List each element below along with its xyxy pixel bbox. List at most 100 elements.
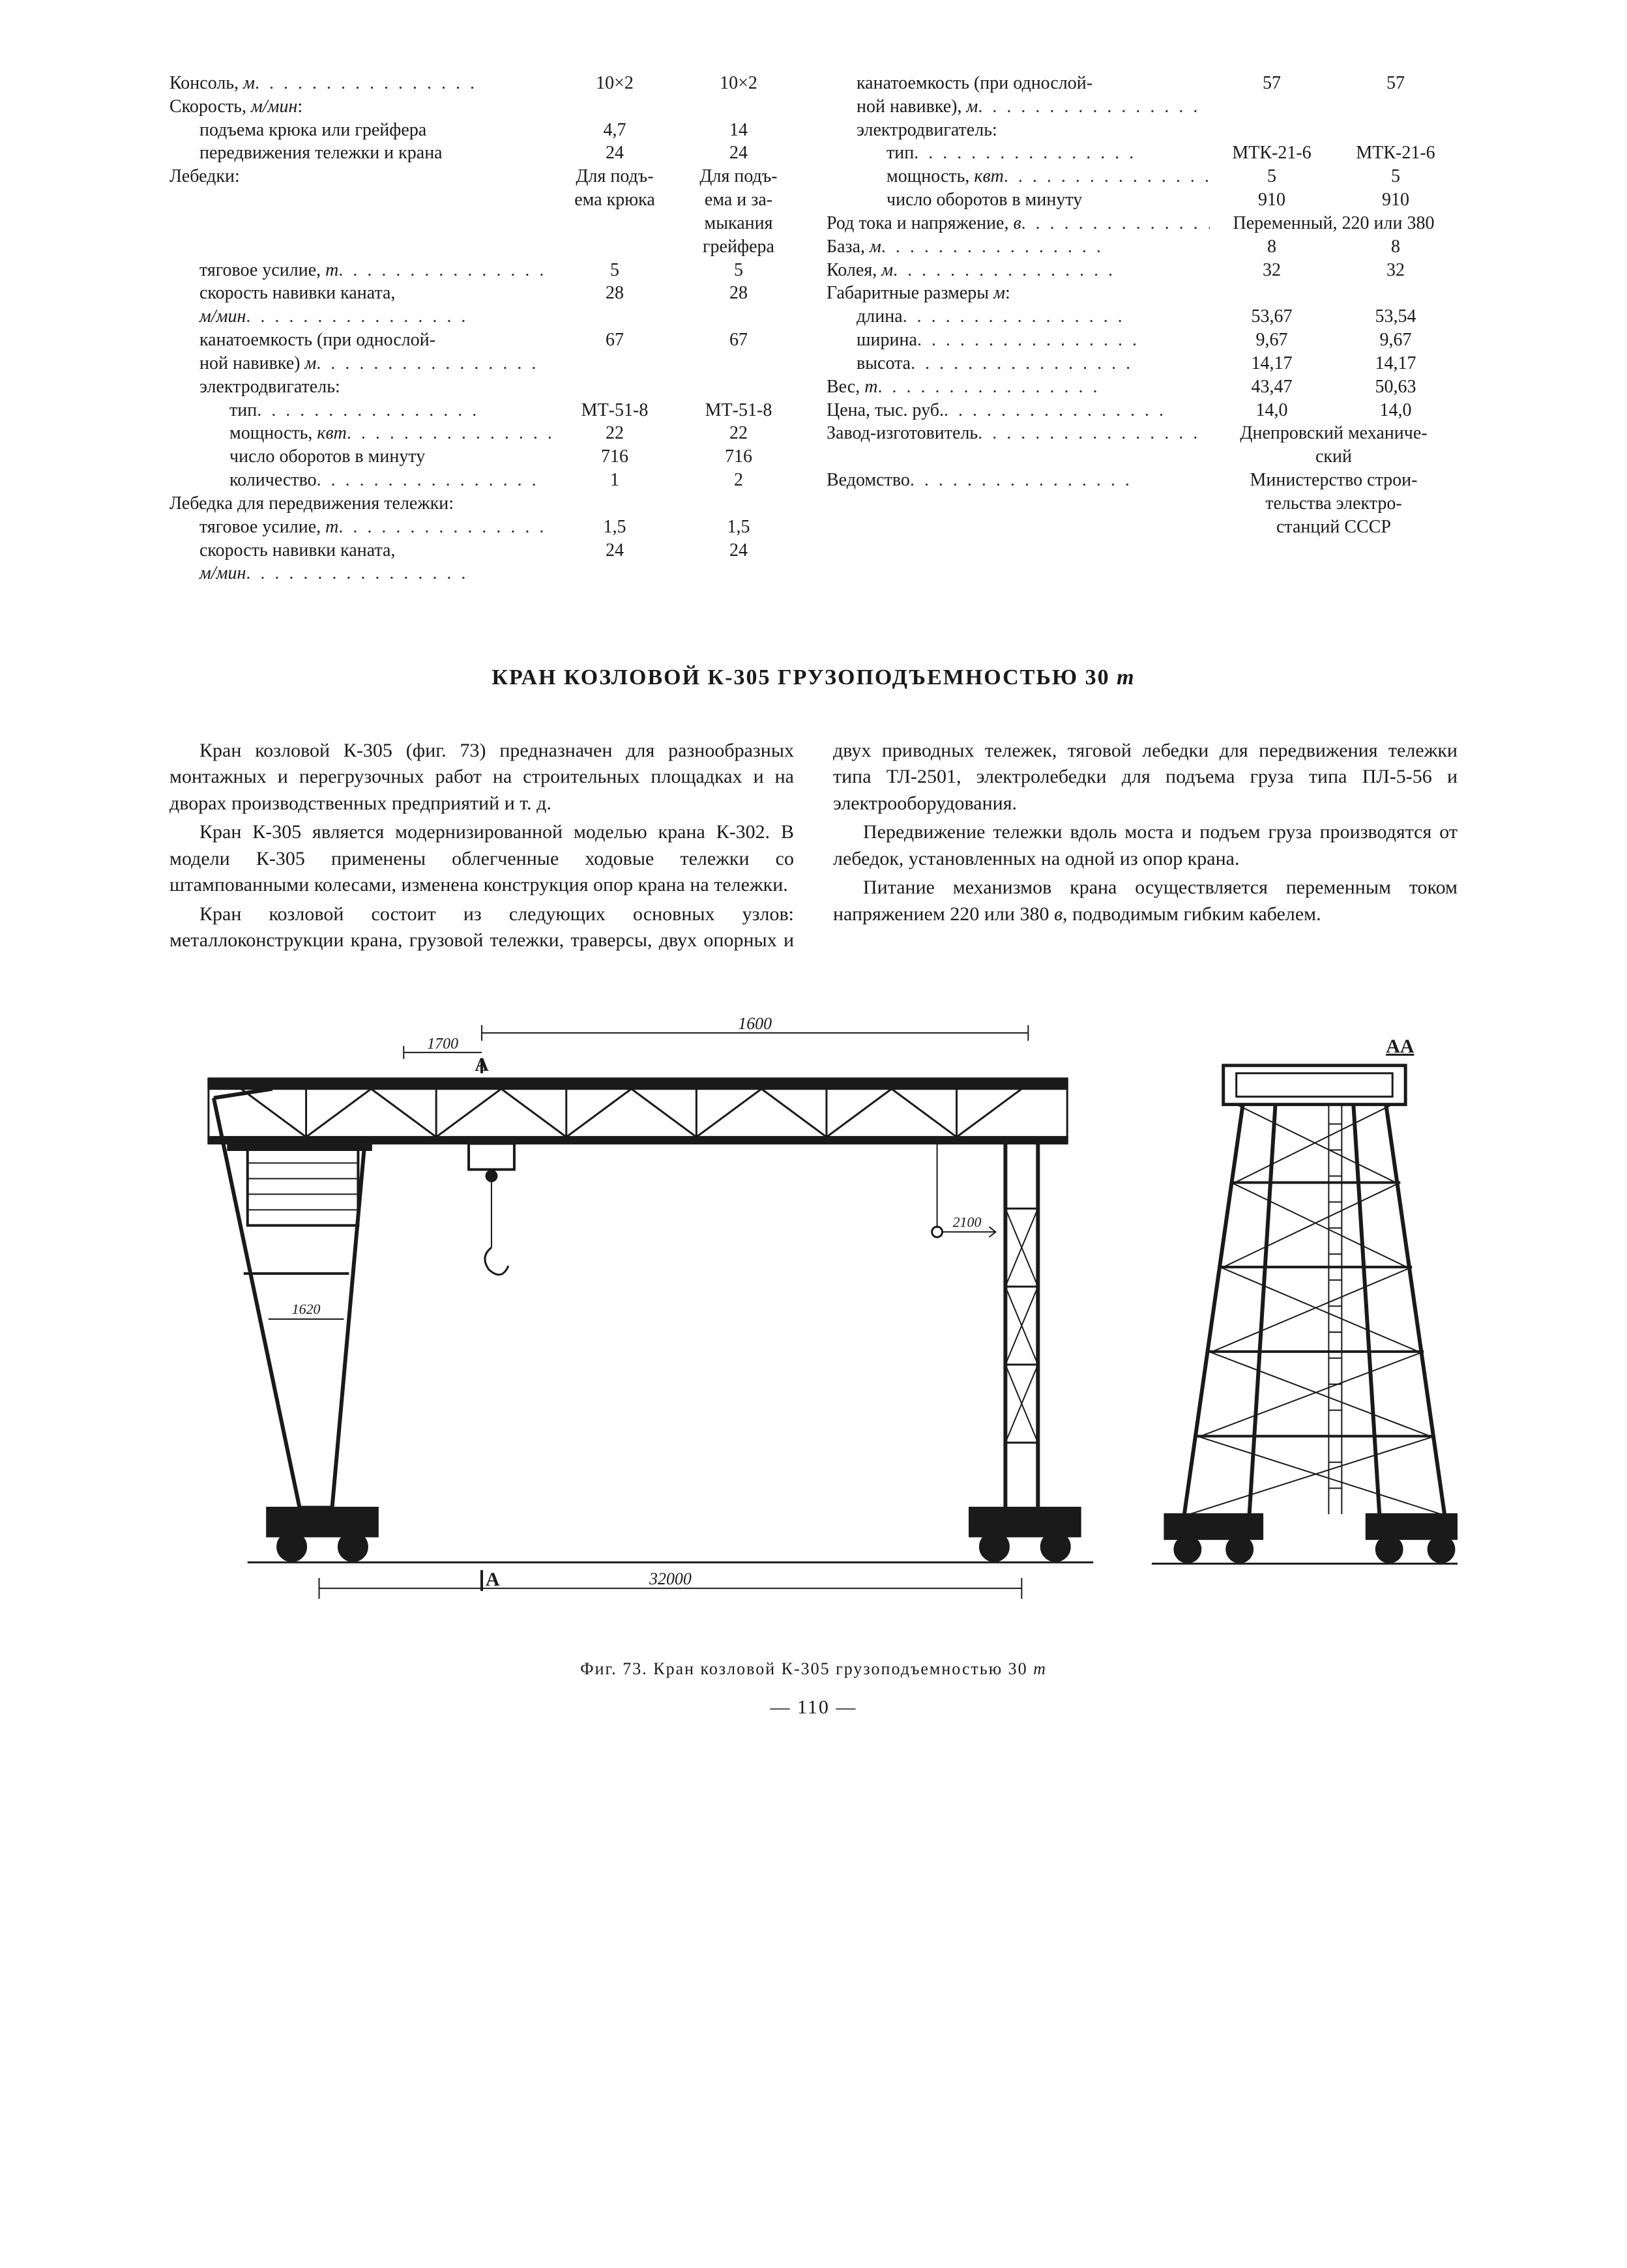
- spec-row: ВедомствоМинистерство строи-тельства эле…: [827, 469, 1458, 538]
- spec-value-2: 716: [677, 445, 800, 469]
- spec-row: электродвигатель:: [169, 375, 800, 399]
- spec-row: Лебедка для передвижения тележки:: [169, 492, 800, 516]
- spec-value-2: 10×2: [677, 72, 800, 95]
- spec-label: число оборотов в минуту: [169, 445, 553, 469]
- spec-label: Лебедки:: [169, 165, 553, 188]
- spec-value-1: 10×2: [553, 72, 677, 95]
- spec-row: передвижения тележки и крана2424: [169, 141, 800, 165]
- spec-row: типМТ-51-8МТ-51-8: [169, 399, 800, 422]
- page-number: — 110 —: [169, 1695, 1458, 1720]
- spec-label: канатоемкость (при однослой-ной навивке)…: [827, 72, 1210, 119]
- spec-label: Скорость, м/мин:: [169, 95, 553, 119]
- spec-value-2: 53,54: [1334, 305, 1458, 328]
- spec-value-1: 67: [553, 328, 677, 352]
- spec-row: тяговое усилие, т55: [169, 259, 800, 282]
- dim-32000: 32000: [649, 1569, 692, 1588]
- spec-value-2: 14,17: [1334, 352, 1458, 375]
- spec-row: электродвигатель:: [827, 119, 1458, 142]
- spec-row: Скорость, м/мин:: [169, 95, 800, 119]
- spec-table: Консоль, м10×210×2Скорость, м/мин:подъем…: [169, 72, 1458, 585]
- spec-value-2: 910: [1334, 188, 1458, 212]
- spec-value-1: Для подъ-ема крюка: [553, 165, 677, 212]
- spec-col-left: Консоль, м10×210×2Скорость, м/мин:подъем…: [169, 72, 800, 585]
- figure-73: 1600 1700 A: [169, 1013, 1458, 1679]
- spec-row: скорость навивки каната,м/мин2828: [169, 282, 800, 328]
- spec-value-1: 1,5: [553, 516, 677, 539]
- spec-value-1: 910: [1210, 188, 1334, 212]
- spec-row: количество12: [169, 469, 800, 492]
- spec-value-2: 57: [1334, 72, 1458, 95]
- spec-row: тяговое усилие, т1,51,5: [169, 516, 800, 539]
- spec-label: тип: [169, 399, 553, 422]
- body-paragraph: Питание механизмов крана осуществляется …: [833, 875, 1458, 927]
- spec-value-2: МТК-21-6: [1334, 141, 1458, 165]
- dim-1700: 1700: [427, 1036, 458, 1053]
- crane-side-view: 1600 1700 A: [209, 1014, 1093, 1599]
- spec-value: Министерство строи-тельства электро-стан…: [1210, 469, 1458, 538]
- spec-label: электродвигатель:: [827, 119, 1210, 142]
- spec-row: высота14,1714,17: [827, 352, 1458, 375]
- spec-value-2: 5: [677, 259, 800, 282]
- spec-value-1: 43,47: [1210, 375, 1334, 399]
- spec-value-2: 9,67: [1334, 328, 1458, 352]
- spec-value: Днепровский механиче-ский: [1210, 422, 1458, 469]
- spec-value-1: 8: [1210, 235, 1334, 259]
- spec-label: Цена, тыс. руб.: [827, 399, 1210, 422]
- spec-row: длина53,6753,54: [827, 305, 1458, 328]
- spec-row: Вес, т43,4750,63: [827, 375, 1458, 399]
- spec-value-2: 22: [677, 422, 800, 445]
- spec-label: подъема крюка или грейфера: [169, 119, 553, 142]
- spec-value-1: МТ-51-8: [553, 399, 677, 422]
- spec-label: скорость навивки каната,м/мин: [169, 282, 553, 328]
- spec-value-2: 24: [677, 539, 800, 562]
- spec-row: типМТК-21-6МТК-21-6: [827, 141, 1458, 165]
- spec-value-2: 14,0: [1334, 399, 1458, 422]
- spec-row: База, м88: [827, 235, 1458, 259]
- spec-label: длина: [827, 305, 1210, 328]
- spec-row: ширина9,679,67: [827, 328, 1458, 352]
- spec-label: Габаритные размеры м:: [827, 282, 1210, 305]
- section-title: КРАН КОЗЛОВОЙ К-305 ГРУЗОПОДЪЕМНОСТЬЮ 30…: [169, 663, 1458, 692]
- spec-row: Лебедки:Для подъ-ема крюкаДля подъ-ема и…: [169, 165, 800, 258]
- spec-row: Род тока и напряжение, вПеременный, 220 …: [827, 212, 1458, 235]
- spec-col-right: канатоемкость (при однослой-ной навивке)…: [827, 72, 1458, 585]
- spec-value-1: 9,67: [1210, 328, 1334, 352]
- spec-value-1: 1: [553, 469, 677, 492]
- spec-value-1: МТК-21-6: [1210, 141, 1334, 165]
- spec-label: ширина: [827, 328, 1210, 352]
- spec-row: Колея, м3232: [827, 259, 1458, 282]
- spec-value-1: 14,17: [1210, 352, 1334, 375]
- spec-label: количество: [169, 469, 553, 492]
- spec-label: Завод-изготовитель: [827, 422, 1210, 445]
- spec-value-2: 50,63: [1334, 375, 1458, 399]
- spec-row: канатоемкость (при однослой-ной навивке)…: [169, 328, 800, 375]
- spec-value-1: 4,7: [553, 119, 677, 142]
- spec-value-2: Для подъ-ема и за-мыканиягрейфера: [677, 165, 800, 258]
- spec-value-1: 28: [553, 282, 677, 305]
- spec-row: число оборотов в минуту716716: [169, 445, 800, 469]
- spec-row: Габаритные размеры м:: [827, 282, 1458, 305]
- body-paragraph: Кран козловой К-305 (фиг. 73) предназнач…: [169, 738, 794, 817]
- spec-value-2: 32: [1334, 259, 1458, 282]
- spec-value-1: 22: [553, 422, 677, 445]
- spec-value-2: МТ-51-8: [677, 399, 800, 422]
- body-paragraph: Кран К-305 является модернизированной мо…: [169, 819, 794, 899]
- dim-1620: 1620: [292, 1301, 321, 1317]
- spec-label: число оборотов в минуту: [827, 188, 1210, 212]
- spec-label: тяговое усилие, т: [169, 516, 553, 539]
- spec-value-1: 716: [553, 445, 677, 469]
- spec-row: Консоль, м10×210×2: [169, 72, 800, 95]
- spec-row: подъема крюка или грейфера4,714: [169, 119, 800, 142]
- spec-label: Ведомство: [827, 469, 1210, 492]
- spec-label: скорость навивки каната,м/мин: [169, 539, 553, 586]
- section-marker-A-bottom: A: [486, 1569, 500, 1590]
- spec-value-2: 2: [677, 469, 800, 492]
- spec-label: Вес, т: [827, 375, 1210, 399]
- spec-label: Лебедка для передвижения тележки:: [169, 492, 553, 516]
- spec-row: мощность, квт55: [827, 165, 1458, 188]
- figure-caption: Фиг. 73. Кран козловой К-305 грузоподъем…: [169, 1658, 1458, 1679]
- spec-label: Род тока и напряжение, в: [827, 212, 1210, 235]
- spec-row: Цена, тыс. руб.14,014,0: [827, 399, 1458, 422]
- spec-value-1: 53,67: [1210, 305, 1334, 328]
- spec-value-1: 32: [1210, 259, 1334, 282]
